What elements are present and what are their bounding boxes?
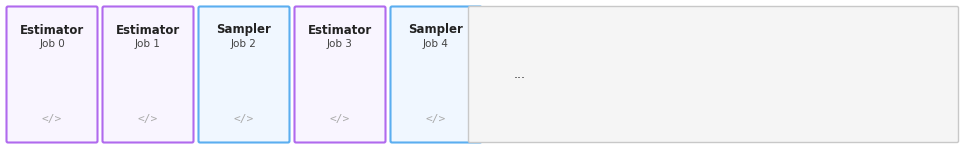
FancyBboxPatch shape xyxy=(7,7,97,142)
Text: Sampler: Sampler xyxy=(408,24,463,37)
Text: Job 1: Job 1 xyxy=(135,39,161,49)
Text: Job 0: Job 0 xyxy=(40,39,65,49)
Text: </>: </> xyxy=(426,114,446,124)
Text: </>: </> xyxy=(41,114,62,124)
FancyBboxPatch shape xyxy=(199,7,290,142)
Text: Estimator: Estimator xyxy=(116,24,180,37)
Text: Estimator: Estimator xyxy=(20,24,84,37)
FancyBboxPatch shape xyxy=(294,7,385,142)
FancyBboxPatch shape xyxy=(102,7,194,142)
Text: Estimator: Estimator xyxy=(308,24,372,37)
Text: Job 2: Job 2 xyxy=(231,39,257,49)
Text: Job 3: Job 3 xyxy=(327,39,353,49)
FancyBboxPatch shape xyxy=(391,7,482,142)
Text: </>: </> xyxy=(234,114,254,124)
Text: Sampler: Sampler xyxy=(216,24,271,37)
Text: </>: </> xyxy=(138,114,158,124)
FancyBboxPatch shape xyxy=(468,7,958,142)
Text: </>: </> xyxy=(330,114,350,124)
Text: ...: ... xyxy=(514,68,526,81)
Text: Job 4: Job 4 xyxy=(423,39,449,49)
